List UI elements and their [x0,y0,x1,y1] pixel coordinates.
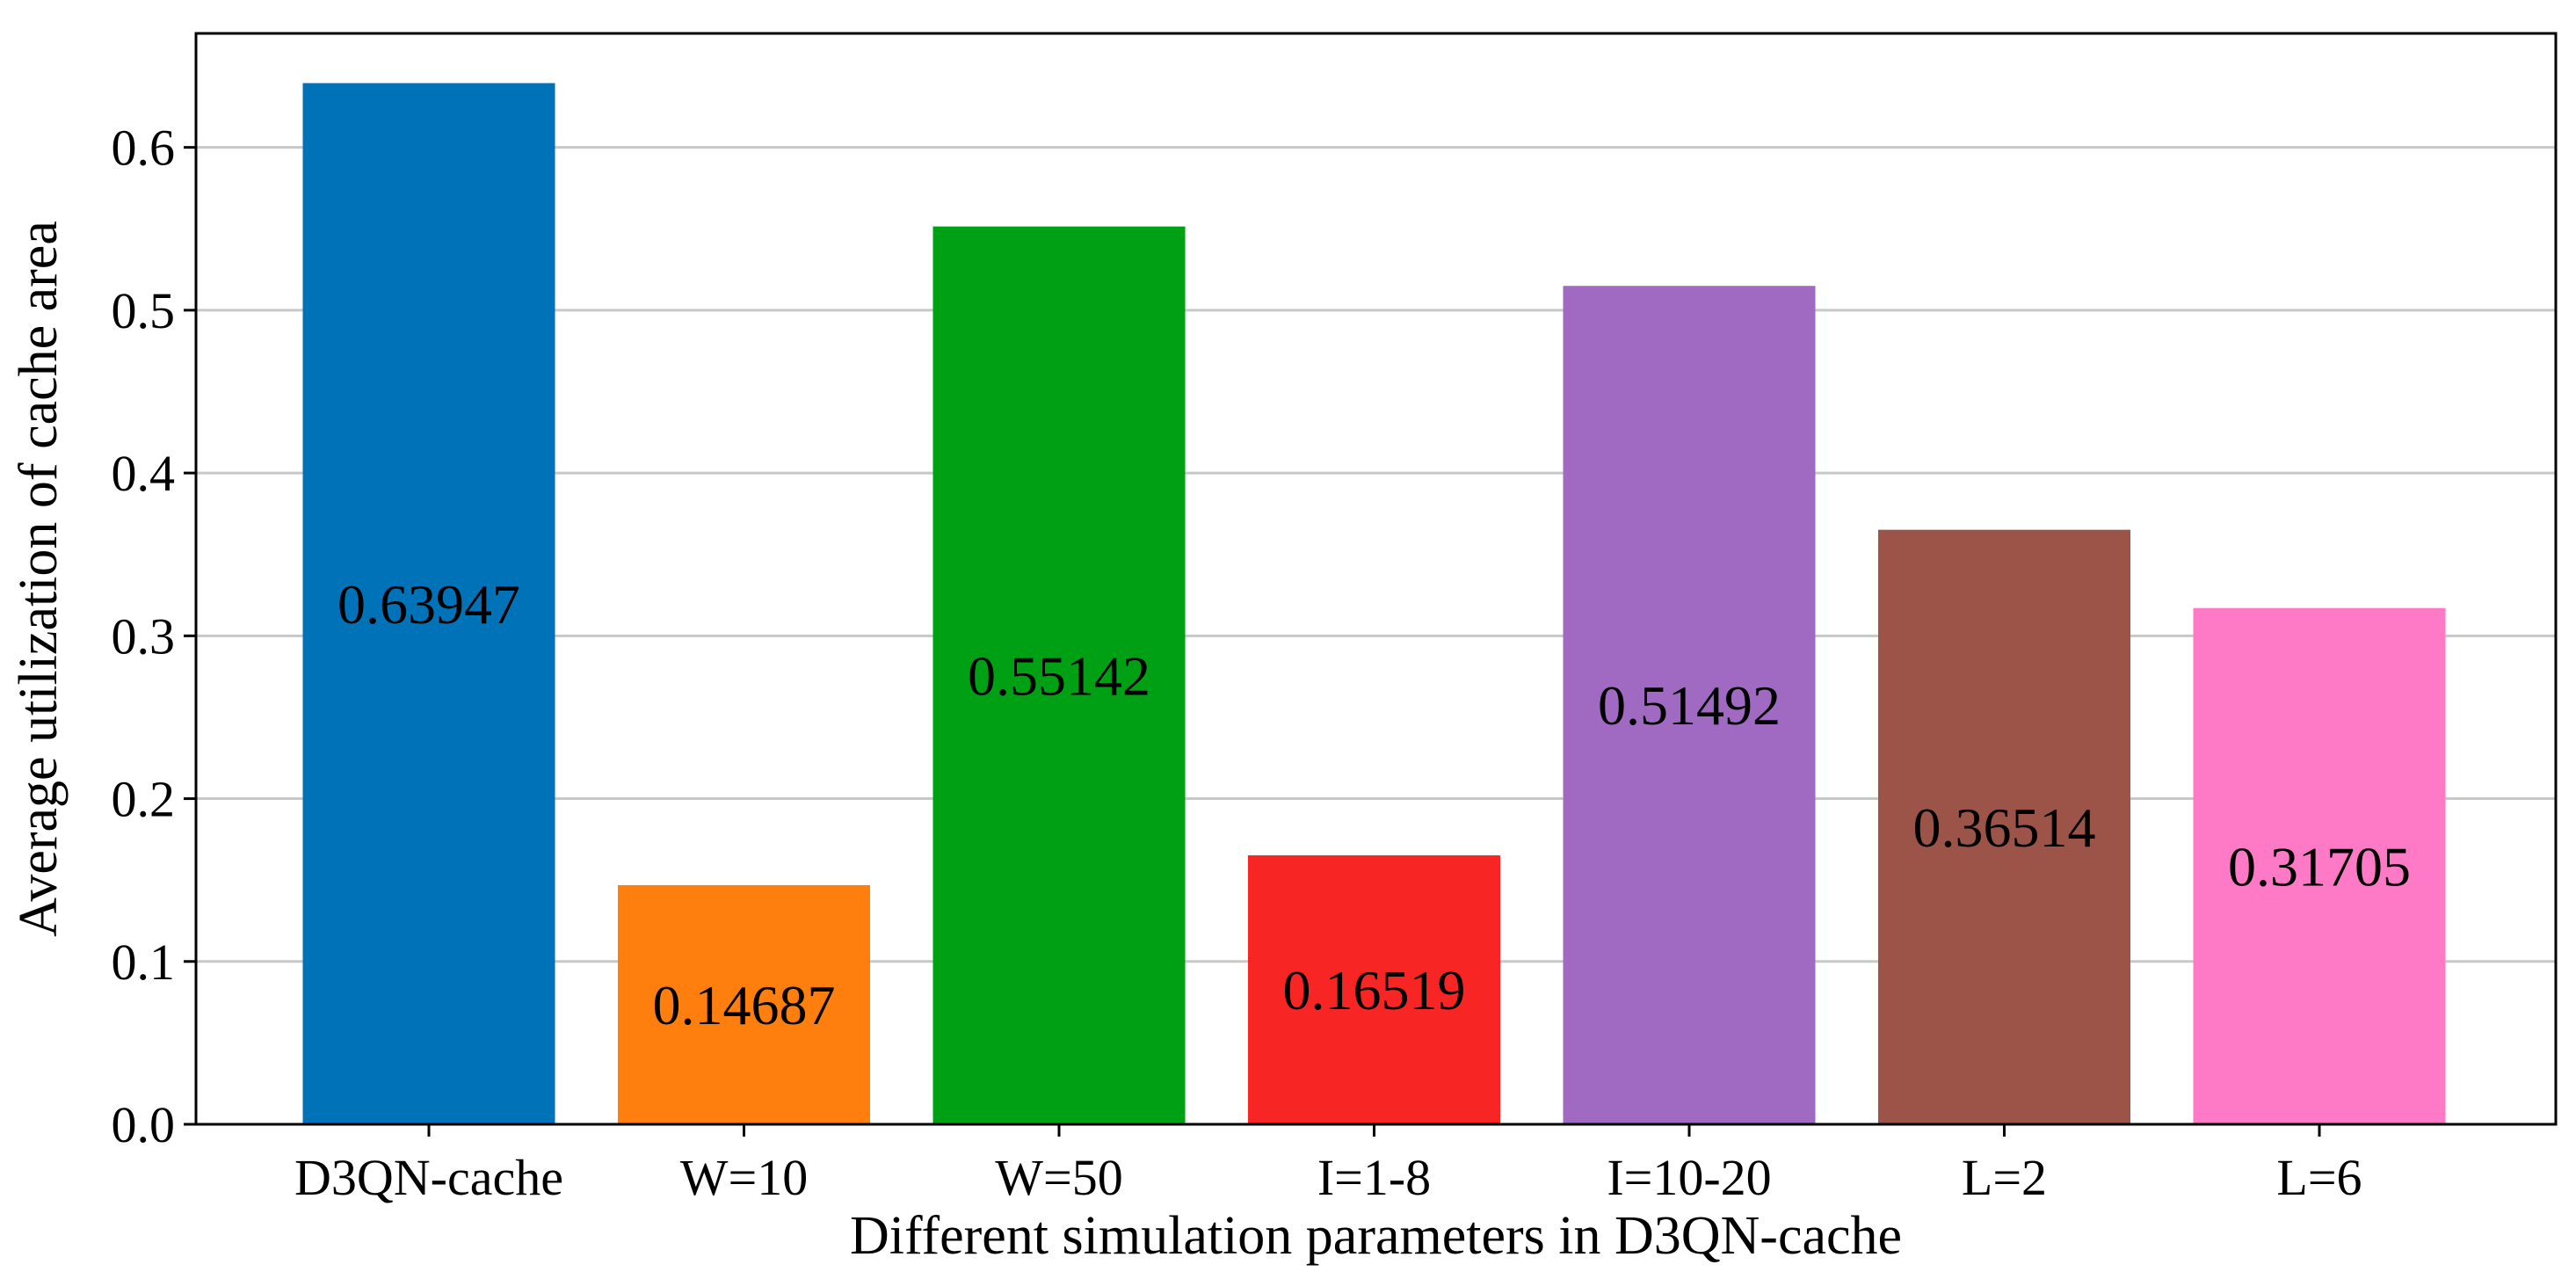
x-tick-label: L=2 [1962,1149,2047,1206]
bar-value-label: 0.14687 [653,974,836,1036]
bar-i-1-8 [1248,855,1500,1124]
bar-w-10 [618,884,870,1124]
bar-l-6 [2193,607,2446,1124]
x-tick-label: L=6 [2276,1149,2362,1206]
x-axis-title: Different simulation parameters in D3QN-… [850,1206,1902,1266]
y-axis-title: Average utilization of cache area [9,221,69,937]
y-tick-label: 0.2 [112,771,176,828]
y-tick-label: 0.0 [112,1096,176,1153]
gridlines [196,146,2556,963]
y-tick-label: 0.5 [112,282,176,339]
bar-value-label: 0.55142 [968,644,1150,707]
bar-value-label: 0.31705 [2228,835,2411,897]
y-tick-label: 0.1 [112,934,176,991]
bar-i-10-20 [1563,286,1816,1124]
plot-frame [194,32,2558,1126]
bar-value-label: 0.36514 [1913,796,2096,859]
x-tick-label: D3QN-cache [294,1149,563,1206]
y-tick-label: 0.4 [112,445,176,502]
x-tick-label: I=1-8 [1317,1149,1431,1206]
bar-value-label: 0.63947 [337,573,520,636]
x-tick-label: I=10-20 [1607,1149,1771,1206]
y-axis: 0.0 0.1 0.2 0.3 0.4 0.5 0.6 [112,120,196,1153]
y-tick-label: 0.3 [112,607,176,665]
y-tick-label: 0.6 [112,120,176,177]
bar-value-label: 0.16519 [1283,959,1466,1021]
bar-d3qn-cache [302,83,555,1125]
bars [302,83,2446,1125]
bar-l-2 [1878,529,2130,1124]
bar-value-label: 0.51492 [1598,674,1781,737]
x-axis: D3QN-cache W=10 W=50 I=1-8 I=10-20 L=2 L=6 [294,1124,2362,1206]
bar-w-50 [932,226,1186,1124]
x-tick-label: W=50 [995,1149,1122,1206]
x-tick-label: W=10 [680,1149,808,1206]
data-labels: 0.63947 0.14687 0.55142 0.16519 0.51492 0.365… [337,573,2411,1036]
